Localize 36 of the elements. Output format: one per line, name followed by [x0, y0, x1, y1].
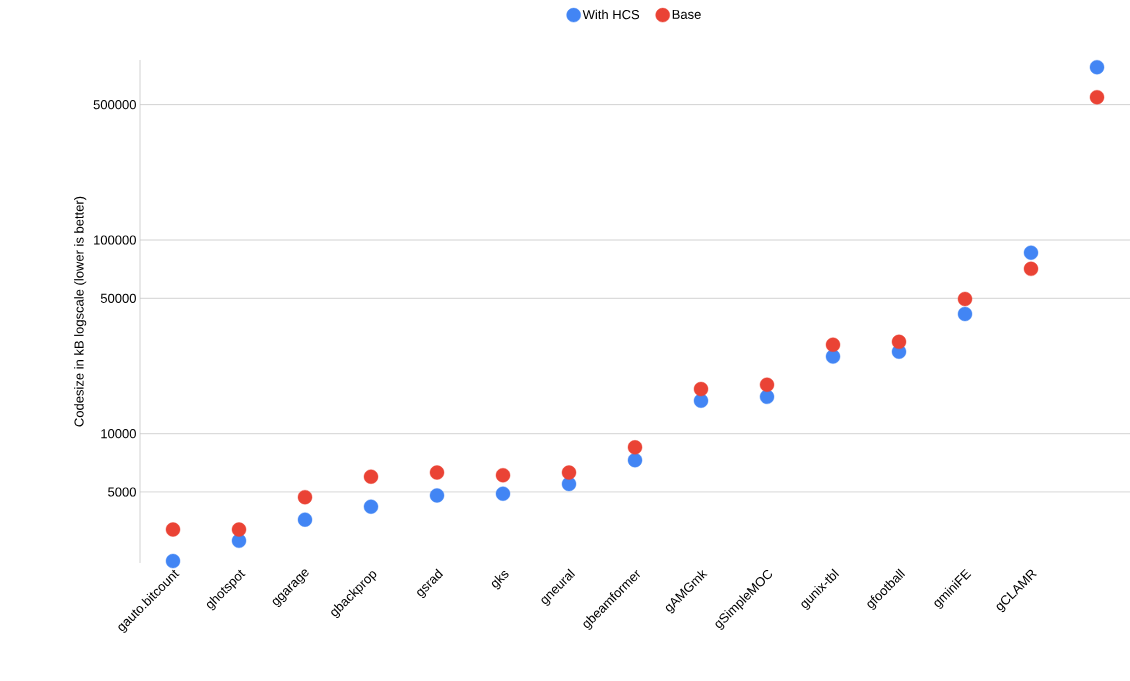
point [1089, 60, 1105, 75]
point [429, 465, 445, 480]
point [627, 452, 643, 468]
y-tick-label: 10000 [101, 429, 136, 439]
point [297, 490, 313, 505]
x-tick-label: gks [491, 570, 509, 590]
point [825, 337, 841, 352]
point [429, 488, 445, 503]
point [231, 522, 247, 537]
y-tick-label: 50000 [100, 293, 136, 303]
legend-label: Base [672, 9, 701, 19]
point [165, 522, 181, 537]
point [759, 377, 775, 392]
point [693, 381, 709, 397]
point [495, 468, 511, 483]
y-tick-label: 100000 [94, 235, 136, 245]
point [825, 349, 841, 364]
point [363, 499, 379, 514]
point [693, 393, 709, 408]
point [1023, 261, 1039, 277]
point [1089, 90, 1105, 105]
point [297, 512, 313, 527]
point [957, 291, 973, 307]
point [165, 553, 181, 569]
point [957, 306, 973, 322]
point [627, 440, 643, 455]
point [891, 334, 907, 350]
y-tick-label: 500000 [93, 100, 136, 110]
point [363, 469, 379, 484]
legend-label: With HCS [582, 9, 640, 20]
y-tick-label: 5000 [108, 487, 136, 497]
point [759, 389, 775, 405]
point [561, 465, 577, 480]
point [495, 486, 511, 501]
y-axis-title: Codesize in kB logscale (lower is better) [74, 196, 87, 427]
point [1023, 245, 1039, 260]
